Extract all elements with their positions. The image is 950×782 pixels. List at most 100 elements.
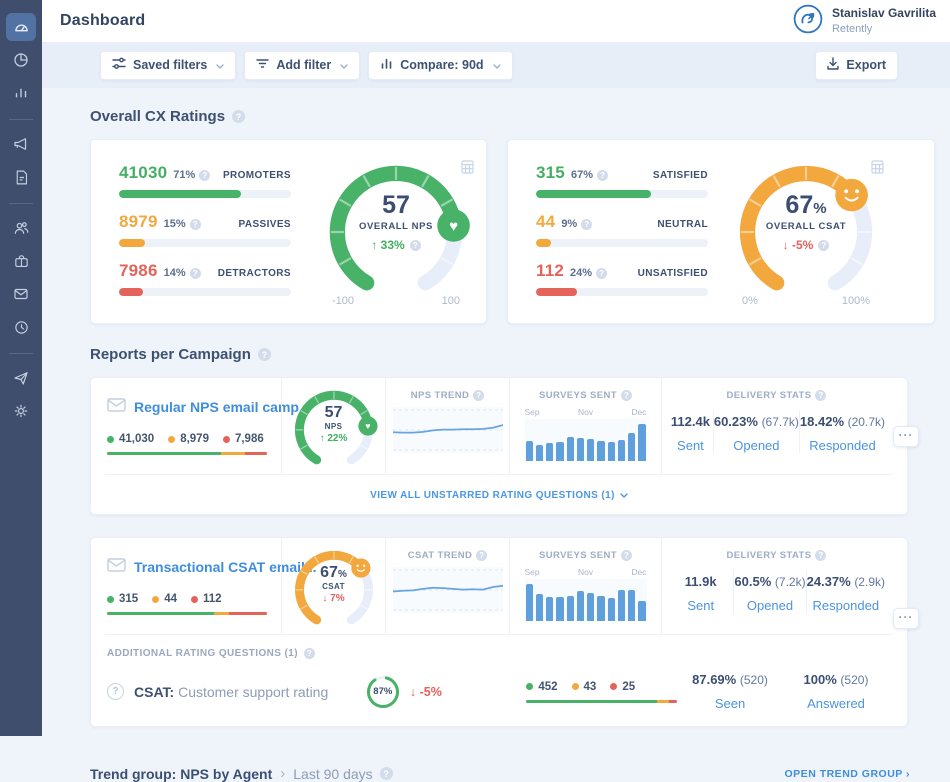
help-icon[interactable]: ? xyxy=(304,648,315,659)
funnel-icon xyxy=(256,57,269,73)
delivery-stats: 112.4k Sent 60.23% (67.7k) Opened 18.42%… xyxy=(668,410,885,453)
delivery-label: DELIVERY STATS? xyxy=(727,550,827,561)
help-icon[interactable]: ? xyxy=(258,348,271,361)
opened-link[interactable]: Opened xyxy=(714,438,799,453)
campaign-gauge-col: 67% CSAT ↓ 7% xyxy=(281,538,385,634)
stat-opened: 60.5% (7.2k) Opened xyxy=(733,570,805,613)
stat-sent: 11.9k Sent xyxy=(668,570,733,613)
campaign-link[interactable]: Regular NPS email camp... xyxy=(107,398,267,416)
responded-link[interactable]: Responded xyxy=(807,598,885,613)
help-icon[interactable]: ? xyxy=(621,390,632,401)
detractors-label: DETRACTORS xyxy=(218,268,291,279)
opened-link[interactable]: Opened xyxy=(734,598,805,613)
csat-gauge-delta: ↓ -5%? xyxy=(730,238,882,252)
campaign-legend: 315 44 112 xyxy=(107,593,267,605)
open-trend-group-link[interactable]: OPEN TREND GROUP › xyxy=(785,768,910,780)
csat-gauge-label: OVERALL CSAT xyxy=(730,221,882,232)
help-icon[interactable]: ? xyxy=(815,390,826,401)
promoters-metric: 41030 71% ? PROMOTERS xyxy=(119,163,291,198)
sidebar-item-analytics[interactable] xyxy=(6,79,36,107)
saved-filters-button[interactable]: Saved filters xyxy=(100,51,236,80)
megaphone-icon xyxy=(12,135,30,153)
stat-opened: 60.23% (67.7k) Opened xyxy=(713,410,799,453)
campaign-link[interactable]: Transactional CSAT email... xyxy=(107,558,267,576)
user-menu[interactable]: Stanislav Gavrilita Retently xyxy=(793,4,936,39)
sidebar-item-inbox[interactable] xyxy=(6,280,36,308)
help-icon[interactable]: ? xyxy=(190,219,201,230)
more-options-button[interactable]: ··· xyxy=(893,608,919,629)
responded-link[interactable]: Responded xyxy=(800,438,885,453)
delivery-col: DELIVERY STATS? 112.4k Sent 60.23% (67.7… xyxy=(661,378,907,474)
export-button[interactable]: Export xyxy=(815,51,898,80)
campaign-legend: 41,030 8,979 7,986 xyxy=(107,433,267,445)
help-icon[interactable]: ? xyxy=(410,240,421,251)
campaign-stackbar xyxy=(107,452,267,455)
unsatisfied-value: 112 xyxy=(536,261,564,281)
help-icon[interactable]: ? xyxy=(596,268,607,279)
help-icon[interactable]: ? xyxy=(818,240,829,251)
unsatisfied-bar xyxy=(536,288,708,296)
sidebar-item-settings[interactable] xyxy=(6,397,36,425)
add-filter-label: Add filter xyxy=(276,58,331,72)
months-axis: SepNovDec xyxy=(525,567,647,577)
more-options-button[interactable]: ··· xyxy=(893,426,919,447)
export-label: Export xyxy=(846,58,886,72)
help-icon[interactable]: ? xyxy=(473,390,484,401)
sidebar-item-campaigns[interactable] xyxy=(6,130,36,158)
sidebar-item-templates[interactable] xyxy=(6,163,36,191)
help-icon[interactable]: ? xyxy=(190,268,201,279)
nps-gauge-label: OVERALL NPS xyxy=(320,221,472,232)
sidebar-item-history[interactable] xyxy=(6,313,36,341)
campaign-stackbar xyxy=(107,612,267,615)
help-icon[interactable]: ? xyxy=(597,170,608,181)
sidebar-item-companies[interactable] xyxy=(6,247,36,275)
trend-group-period: Last 90 days xyxy=(293,766,372,782)
gear-icon xyxy=(12,402,30,420)
add-filter-button[interactable]: Add filter xyxy=(244,51,360,80)
help-icon[interactable]: ? xyxy=(232,110,245,123)
sidebar-item-dashboard[interactable] xyxy=(6,13,36,41)
answered-link[interactable]: Answered xyxy=(783,696,889,711)
sent-link[interactable]: Sent xyxy=(668,598,733,613)
help-icon[interactable]: ? xyxy=(621,550,632,561)
question-delta: ↓ -5% xyxy=(410,685,484,699)
users-icon xyxy=(12,219,30,237)
saved-filters-label: Saved filters xyxy=(133,58,207,72)
envelope-icon xyxy=(107,398,126,416)
campaign-card-csat: Transactional CSAT email... 315 44 112 6… xyxy=(90,537,908,727)
help-icon[interactable]: ? xyxy=(476,550,487,561)
view-all-unstarred-link[interactable]: VIEW ALL UNSTARRED RATING QUESTIONS (1) xyxy=(370,490,628,501)
overall-title-text: Overall CX Ratings xyxy=(90,108,225,125)
sent-link[interactable]: Sent xyxy=(668,438,713,453)
sidebar-item-customers[interactable] xyxy=(6,214,36,242)
seen-link[interactable]: Seen xyxy=(677,696,783,711)
breadcrumb-chevron: › xyxy=(280,765,285,782)
promoters-label: PROMOTERS xyxy=(223,170,291,181)
csat-overview-card: 315 67% ? SATISFIED 44 9% ? NEUTRAL xyxy=(507,139,935,324)
campaign-gauge-col: 57 NPS ↑ 22% xyxy=(281,378,385,474)
help-icon[interactable]: ? xyxy=(581,219,592,230)
sidebar-divider xyxy=(9,203,33,204)
satisfied-value: 315 xyxy=(536,163,565,183)
satisfied-label: SATISFIED xyxy=(653,170,708,181)
reports-title-text: Reports per Campaign xyxy=(90,346,251,363)
mail-icon xyxy=(12,285,30,303)
question-icon: ? xyxy=(107,683,124,700)
sidebar-item-outreach[interactable] xyxy=(6,364,36,392)
nps-overview-card: 41030 71% ? PROMOTERS 8979 15% ? PASSIVE… xyxy=(90,139,487,324)
sidebar-item-reports[interactable] xyxy=(6,46,36,74)
envelope-icon xyxy=(107,558,126,576)
help-icon[interactable]: ? xyxy=(199,170,210,181)
trend-group-title[interactable]: Trend group: NPS by Agent xyxy=(90,766,272,782)
user-info: Stanislav Gavrilita Retently xyxy=(832,6,936,37)
csat-metrics: 315 67% ? SATISFIED 44 9% ? NEUTRAL xyxy=(536,154,708,310)
neutral-pct: 9% xyxy=(561,218,577,230)
help-icon[interactable]: ? xyxy=(380,767,393,780)
help-icon[interactable]: ? xyxy=(815,550,826,561)
compare-button[interactable]: Compare: 90d xyxy=(368,51,512,80)
campaign-card-nps: Regular NPS email camp... 41,030 8,979 7… xyxy=(90,377,908,515)
campaign-name-col: Regular NPS email camp... 41,030 8,979 7… xyxy=(91,378,281,474)
stat-seen: 87.69% (520) Seen xyxy=(677,672,783,711)
overview-cards-row: 41030 71% ? PROMOTERS 8979 15% ? PASSIVE… xyxy=(90,139,935,324)
clock-icon xyxy=(13,319,30,336)
